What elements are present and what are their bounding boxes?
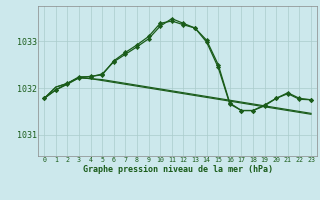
X-axis label: Graphe pression niveau de la mer (hPa): Graphe pression niveau de la mer (hPa) [83,165,273,174]
